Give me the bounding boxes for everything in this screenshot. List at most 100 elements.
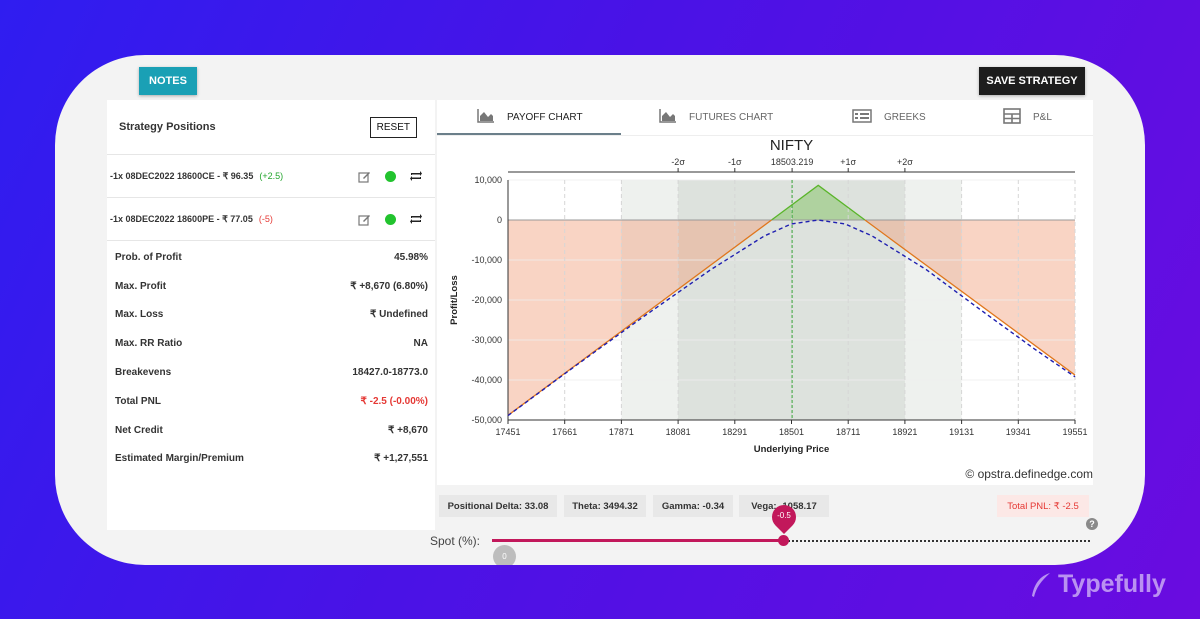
- position-text: -1x 08DEC2022 18600PE - ₹ 77.05 (-5): [110, 213, 273, 224]
- payoff-line-left: [507, 219, 772, 416]
- tab-futures-chart[interactable]: FUTURES CHART: [659, 100, 773, 134]
- x-tick-label: 18921: [892, 427, 917, 437]
- swap-icon[interactable]: [409, 212, 423, 226]
- tab-label: P&L: [1033, 111, 1052, 123]
- strategy-card: NOTES SAVE STRATEGY Strategy Positions R…: [55, 55, 1145, 565]
- tab-payoff-chart[interactable]: PAYOFF CHART: [477, 100, 583, 134]
- stat-value: ₹ +8,670: [387, 424, 428, 436]
- greeks-bar: Positional Delta: 33.08 Theta: 3494.32 G…: [437, 495, 1097, 525]
- stat-label: Estimated Margin/Premium: [115, 453, 244, 465]
- swap-icon[interactable]: [409, 169, 423, 183]
- stat-row: Max. Loss ₹ Undefined: [107, 301, 435, 330]
- profit-area: [771, 185, 865, 220]
- tab-p-l[interactable]: P&L: [1003, 100, 1052, 134]
- tab-label: GREEKS: [884, 111, 926, 123]
- x-tick-label: 19551: [1062, 427, 1087, 437]
- watermark: © opstra.definedge.com: [965, 467, 1093, 481]
- stat-row: Breakevens 18427.0-18773.0: [107, 358, 435, 387]
- active-status-icon[interactable]: [383, 169, 397, 183]
- stat-value: 45.98%: [394, 251, 428, 263]
- table-icon: [1003, 107, 1033, 127]
- stat-label: Total PNL: [115, 395, 161, 407]
- stat-label: Breakevens: [115, 367, 172, 379]
- total-pnl-chip: Total PNL: ₹ -2.5: [997, 495, 1089, 517]
- sigma-tick-label: +1σ: [840, 157, 856, 167]
- chart-panel: PAYOFF CHART FUTURES CHART GREEKS P&L NIFTY…: [437, 100, 1093, 485]
- sigma-tick-label: +2σ: [897, 157, 913, 167]
- x-tick-label: 18081: [666, 427, 691, 437]
- x-tick-label: 18291: [722, 427, 747, 437]
- stat-row: Max. Profit ₹ +8,670 (6.80%): [107, 272, 435, 301]
- typefully-brand: Typefully: [1030, 570, 1166, 599]
- edit-icon[interactable]: [357, 212, 371, 226]
- sigma-tick-label: -1σ: [728, 157, 742, 167]
- positions-header: Strategy Positions RESET: [107, 100, 435, 155]
- spot-slider-track[interactable]: [492, 540, 1090, 542]
- tab-label: PAYOFF CHART: [507, 111, 583, 123]
- stat-label: Net Credit: [115, 424, 163, 436]
- spot-min-marker: 0: [493, 545, 516, 565]
- x-tick-label: 17661: [552, 427, 577, 437]
- loss-area: [508, 220, 1075, 416]
- list-icon: [852, 108, 884, 126]
- spot-label: Spot (%):: [430, 534, 481, 548]
- area-chart-icon: [477, 108, 507, 126]
- stats-list: Prob. of Profit 45.98% Max. Profit ₹ +8,670…: [107, 241, 435, 473]
- position-row: -1x 08DEC2022 18600CE - ₹ 96.35 (+2.5): [107, 155, 435, 198]
- y-tick-label: 0: [497, 215, 502, 225]
- stat-row: Max. RR Ratio NA: [107, 329, 435, 358]
- tab-label: FUTURES CHART: [689, 111, 774, 123]
- position-change: (+2.5): [259, 170, 284, 181]
- payoff-line-profit: [771, 184, 866, 221]
- chart-title: NIFTY: [770, 137, 813, 154]
- stat-label: Max. RR Ratio: [115, 338, 183, 350]
- payoff-chart: NIFTY 10,000 0 -10,000 -20,000 -30,000 -40,000…: [437, 136, 1093, 471]
- stat-value: ₹ -2.5 (-0.00%): [360, 395, 429, 407]
- spot-slider-thumb[interactable]: [778, 535, 789, 546]
- active-status-icon[interactable]: [383, 212, 397, 226]
- payoff-line-right: [864, 219, 1076, 376]
- stat-value: NA: [413, 338, 428, 350]
- stat-row: Prob. of Profit 45.98%: [107, 243, 435, 272]
- help-icon[interactable]: ?: [1086, 518, 1098, 530]
- stat-label: Max. Profit: [115, 280, 167, 292]
- tab-greeks[interactable]: GREEKS: [852, 100, 926, 134]
- y-tick-label: -20,000: [471, 295, 502, 305]
- positions-panel: Strategy Positions RESET -1x 08DEC2022 1…: [107, 100, 435, 530]
- y-tick-label: -10,000: [471, 255, 502, 265]
- active-tab-underline: [437, 133, 621, 135]
- payoff-chart-svg: NIFTY 10,000 0 -10,000 -20,000 -30,000 -40,000…: [449, 137, 1088, 455]
- chart-tabs: PAYOFF CHART FUTURES CHART GREEKS P&L: [437, 100, 1093, 136]
- stat-value: ₹ +1,27,551: [374, 453, 428, 465]
- x-tick-label: 18711: [836, 427, 860, 437]
- reset-button[interactable]: RESET: [369, 116, 417, 138]
- stat-row: Net Credit ₹ +8,670: [107, 416, 435, 445]
- sigma-tick-label: -2σ: [671, 157, 685, 167]
- spot-value: -0.5: [777, 511, 791, 520]
- stat-value: ₹ Undefined: [369, 309, 428, 321]
- delta-chip: Positional Delta: 33.08: [439, 495, 557, 517]
- sigma-tick-label: 18503.219: [771, 157, 814, 167]
- x-tick-label: 17871: [609, 427, 634, 437]
- save-strategy-button[interactable]: SAVE STRATEGY: [979, 67, 1085, 95]
- x-tick-label: 19131: [949, 427, 974, 437]
- stat-label: Max. Loss: [115, 309, 164, 321]
- notes-button[interactable]: NOTES: [139, 67, 197, 95]
- edit-icon[interactable]: [357, 169, 371, 183]
- stat-label: Prob. of Profit: [115, 251, 182, 263]
- spot-slider-fill: [492, 539, 783, 542]
- gamma-chip: Gamma: -0.34: [653, 495, 733, 517]
- x-tick-label: 18501: [779, 427, 804, 437]
- x-tick-label: 17451: [495, 427, 520, 437]
- y-tick-label: -40,000: [471, 375, 502, 385]
- feather-icon: [1032, 572, 1050, 597]
- stat-row: Total PNL ₹ -2.5 (-0.00%): [107, 387, 435, 416]
- positions-list: -1x 08DEC2022 18600CE - ₹ 96.35 (+2.5) -1x…: [107, 155, 435, 241]
- y-axis-label: Profit/Loss: [449, 275, 460, 325]
- y-tick-label: 10,000: [474, 175, 502, 185]
- y-tick-label: -50,000: [471, 415, 502, 425]
- theta-chip: Theta: 3494.32: [564, 495, 646, 517]
- x-axis-label: Underlying Price: [754, 444, 830, 455]
- stat-value: ₹ +8,670 (6.80%): [350, 280, 428, 292]
- stat-value: 18427.0-18773.0: [352, 367, 428, 379]
